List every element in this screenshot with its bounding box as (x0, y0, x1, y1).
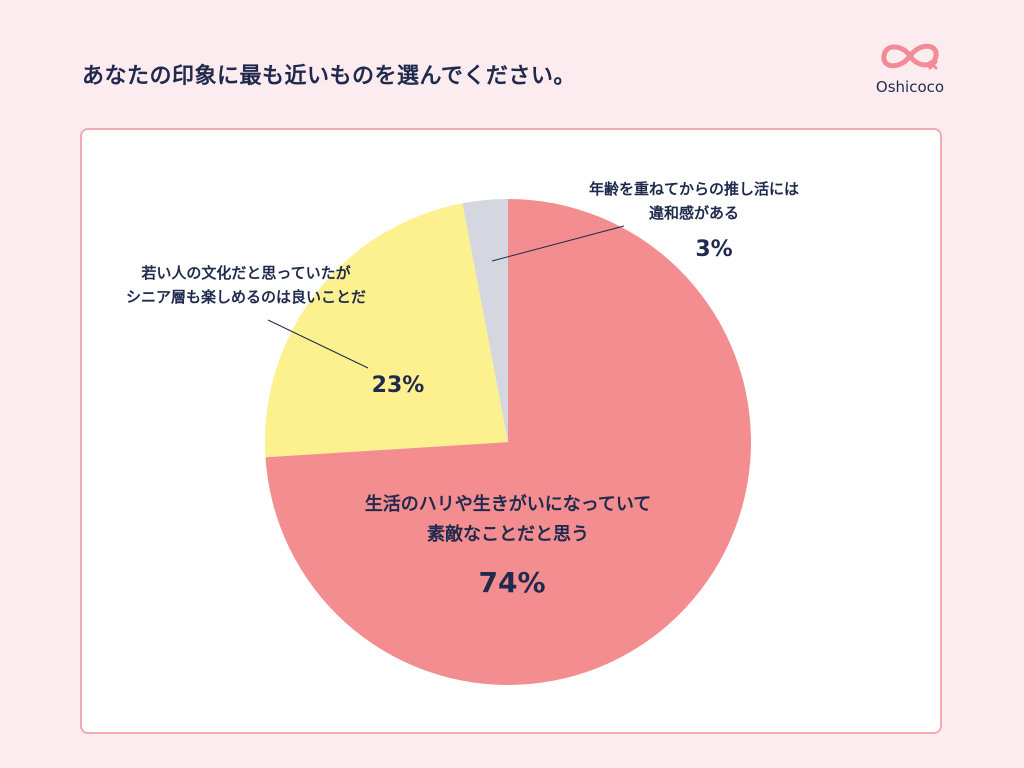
brand-logo: Oshicoco (874, 36, 946, 96)
slice-percent-label: 23% (372, 373, 425, 398)
pie-chart: 生活のハリや生きがいになっていて素敵なことだと思う 74% 若い人の文化だと思ってい… (126, 180, 799, 685)
slice-category-label: 年齢を重ねてからの推し活には違和感がある (589, 180, 799, 222)
page-title: あなたの印象に最も近いものを選んでください。 (82, 64, 576, 89)
leader-line (491, 225, 625, 262)
chart-card: 生活のハリや生きがいになっていて素敵なことだと思う 74% 若い人の文化だと思ってい… (80, 128, 942, 734)
slice-percent-label: 3% (695, 237, 732, 262)
slice-category-label: 生活のハリや生きがいになっていて素敵なことだと思う (365, 493, 652, 545)
brand-name: Oshicoco (875, 78, 945, 96)
pie-slice (265, 203, 508, 458)
slice-category-label: 若い人の文化だと思っていたがシニア層も楽しめるのは良いことだ (126, 264, 366, 306)
pie-slice (265, 199, 751, 685)
slice-percent-label: 74% (478, 566, 545, 599)
infinity-heart-icon (881, 43, 939, 70)
leader-line (267, 319, 369, 369)
